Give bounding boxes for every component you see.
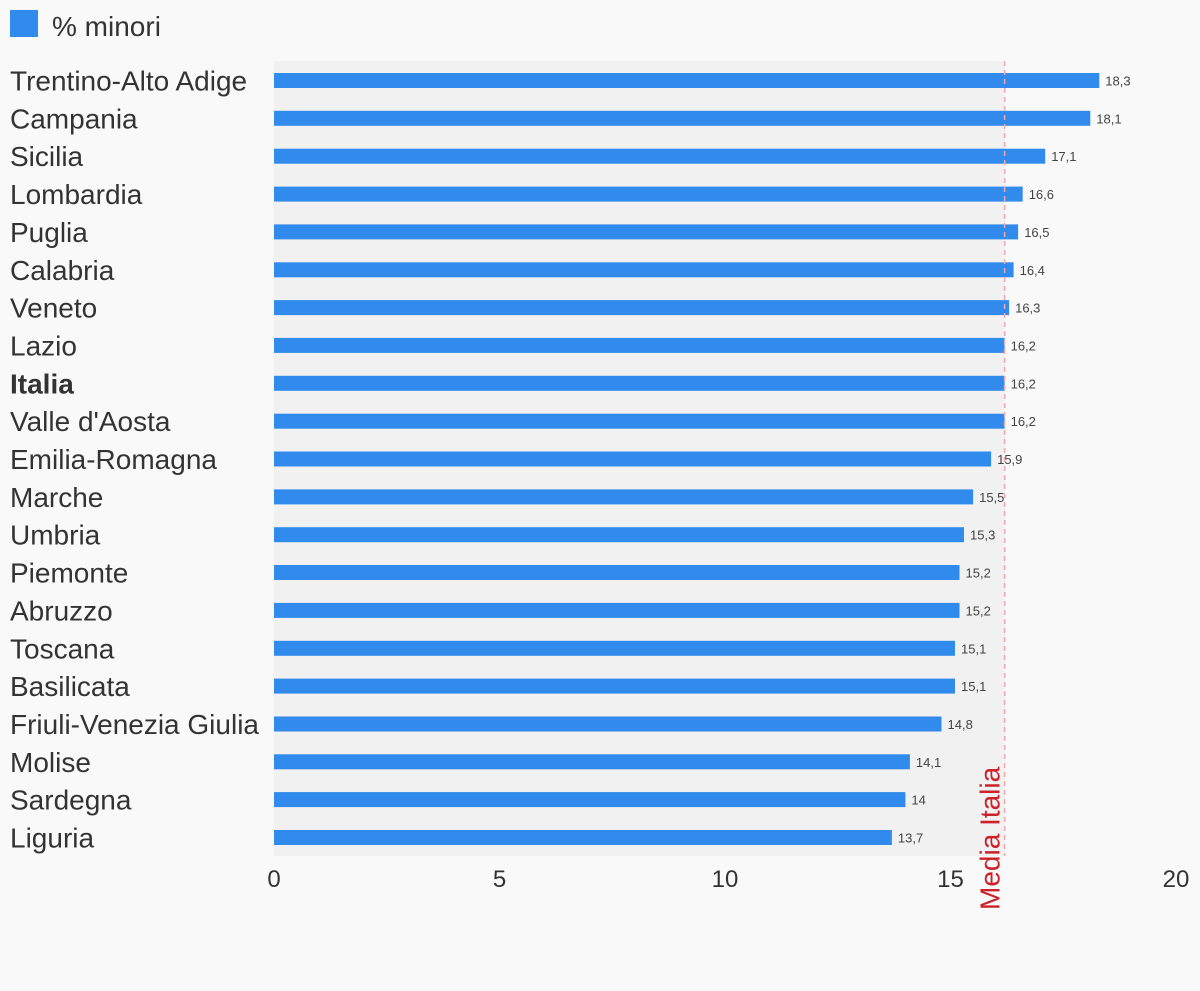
bar (274, 565, 960, 580)
category-label: Basilicata (10, 671, 130, 702)
bar (274, 489, 974, 505)
category-label: Lazio (10, 330, 77, 361)
bar (274, 792, 906, 808)
bar-value-label: 16,3 (1015, 301, 1040, 316)
x-tick-label: 20 (1163, 866, 1190, 893)
bar (274, 527, 964, 543)
bar-value-label: 17,1 (1051, 149, 1076, 164)
bars: 18,3 18,1 17,1 16,6 16,5 16,4 16,3 16,2 16,2 16,2… (274, 73, 1131, 846)
bar (274, 602, 960, 618)
bar-value-label: 15,5 (979, 490, 1004, 505)
bar-value-label: 16,2 (1011, 338, 1036, 353)
category-label: Lombardia (10, 179, 143, 210)
x-tick-label: 10 (712, 866, 739, 893)
category-label: Veneto (10, 293, 97, 324)
bar-value-label: 15,1 (961, 641, 986, 656)
category-label: Sicilia (10, 141, 84, 172)
bar-value-label: 15,9 (997, 452, 1022, 467)
bar-value-label: 18,3 (1105, 74, 1130, 89)
bar (274, 451, 992, 467)
bar-value-label: 16,5 (1024, 225, 1049, 240)
category-label: Trentino-Alto Adige (10, 66, 247, 97)
category-label: Puglia (10, 217, 88, 248)
category-label: Abruzzo (10, 595, 113, 626)
bar (274, 754, 910, 770)
bar-value-label: 16,4 (1020, 263, 1045, 278)
category-label: Umbria (10, 520, 101, 551)
legend-swatch (10, 10, 38, 37)
bar (274, 148, 1046, 164)
bar (274, 678, 955, 694)
x-tick-label: 15 (937, 866, 964, 893)
bar (274, 640, 955, 656)
category-label: Piemonte (10, 558, 128, 589)
category-label: Calabria (10, 255, 115, 286)
bar (274, 262, 1014, 278)
bar (274, 337, 1005, 353)
bar (274, 413, 1005, 429)
reference-line-group: Media Italia (975, 61, 1006, 910)
bar-value-label: 15,2 (966, 603, 991, 618)
bar (274, 716, 942, 732)
x-axis: 0 5 10 15 20 (267, 866, 1189, 893)
bar (274, 830, 892, 845)
category-label: Molise (10, 747, 91, 778)
x-tick-label: 0 (267, 866, 280, 893)
bar-value-label: 15,2 (966, 566, 991, 581)
bar (274, 73, 1100, 88)
category-label: Friuli-Venezia Giulia (10, 709, 259, 740)
bar-value-label: 18,1 (1096, 111, 1121, 126)
category-label: Marche (10, 482, 103, 513)
bar-value-label: 16,2 (1011, 414, 1036, 429)
bar-value-label: 14 (911, 793, 925, 808)
bar (274, 186, 1023, 202)
bar-value-label: 14,8 (948, 717, 973, 732)
bar-value-label: 16,2 (1011, 376, 1036, 391)
legend-label: % minori (52, 11, 161, 42)
category-label: Liguria (10, 823, 94, 854)
bar (274, 110, 1091, 126)
category-label: Sardegna (10, 785, 132, 816)
bar (274, 300, 1010, 316)
category-label: Toscana (10, 633, 115, 664)
category-label: Valle d'Aosta (10, 406, 171, 437)
bar-value-label: 16,6 (1029, 187, 1054, 202)
x-tick-label: 5 (493, 866, 506, 893)
bar (274, 375, 1005, 391)
bar (274, 224, 1019, 240)
bar-value-label: 15,3 (970, 528, 995, 543)
bar-value-label: 13,7 (898, 831, 923, 846)
category-label: Italia (10, 368, 74, 399)
reference-line-label: Media Italia (975, 766, 1006, 910)
bar-value-label: 14,1 (916, 755, 941, 770)
category-labels: Trentino-Alto Adige Campania Sicilia Lombar… (10, 66, 259, 854)
category-label: Campania (10, 103, 138, 134)
bar-value-label: 15,1 (961, 679, 986, 694)
legend: % minori (10, 10, 161, 42)
category-label: Emilia-Romagna (10, 444, 217, 475)
